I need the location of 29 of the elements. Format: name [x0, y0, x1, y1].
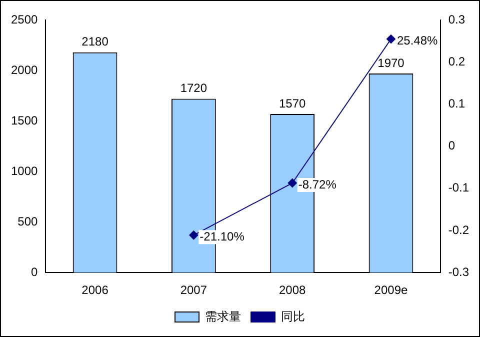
y2-tick-label: -0.3	[448, 264, 470, 279]
x-tick-label: 2006	[82, 283, 109, 298]
data-label: 1570	[278, 96, 306, 110]
y2-tick-label: -0.2	[448, 222, 470, 237]
x-tick-label: 2008	[278, 283, 306, 298]
x-tick-label: 2009e	[374, 283, 408, 298]
point	[386, 34, 396, 44]
legend-label: 同比	[281, 309, 305, 324]
point	[288, 178, 297, 188]
y2-tick-label: 0.3	[448, 12, 466, 26]
y2-tick-label: -0.1	[448, 180, 470, 195]
legend-label: 需求量	[205, 309, 241, 324]
data-label: 1970	[378, 56, 405, 70]
y2-tick-label: 0.2	[448, 54, 466, 68]
y-tick-label: 1500	[10, 113, 38, 128]
data-label: 1720	[180, 81, 208, 96]
y-tick-label: 2500	[10, 12, 38, 26]
y-tick-label: 2000	[10, 62, 38, 77]
data-label: -21.10%	[200, 229, 245, 244]
y2-tick-label: 0.1	[448, 96, 466, 111]
data-label: -8.72%	[298, 177, 337, 192]
x-tick-label: 2007	[180, 283, 208, 298]
y-tick-label: 0	[31, 264, 38, 279]
data-label: 2180	[82, 34, 109, 49]
data-label: 25.48%	[396, 33, 438, 48]
y-tick-label: 1000	[10, 164, 38, 178]
y2-tick-label: 0	[448, 138, 456, 153]
point	[189, 230, 198, 240]
y-tick-label: 500	[18, 214, 38, 228]
